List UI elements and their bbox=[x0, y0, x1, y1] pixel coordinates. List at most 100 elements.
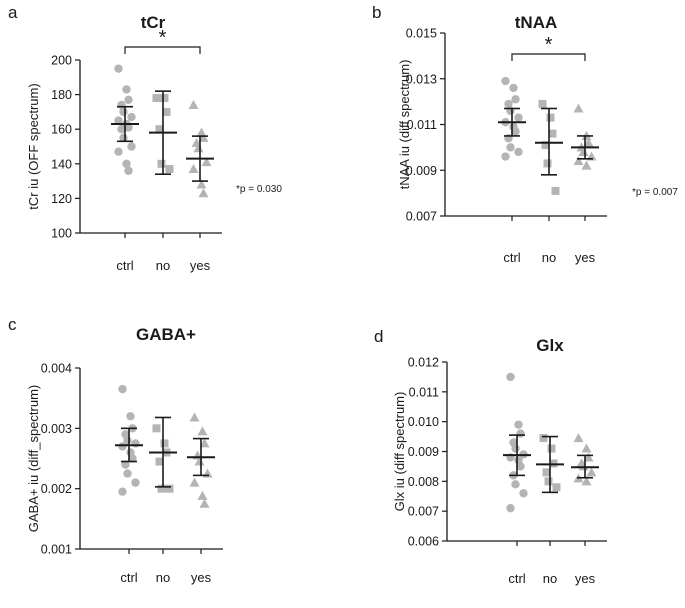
data-point-ctrl bbox=[118, 487, 127, 496]
data-point-no bbox=[162, 107, 171, 116]
data-point-yes bbox=[194, 456, 205, 466]
y-tick-label: 0.011 bbox=[407, 118, 437, 132]
panel-a: a tCr tCr iu (OFF spectrum) 100 120 140 160 180… bbox=[8, 3, 282, 273]
y-tick-label: 0.010 bbox=[408, 415, 439, 429]
panel-letter: c bbox=[8, 315, 17, 334]
data-point-no bbox=[547, 444, 556, 453]
data-point-ctrl bbox=[117, 125, 126, 134]
data-point-ctrl bbox=[509, 83, 518, 93]
data-point-ctrl bbox=[506, 503, 515, 513]
p-value-annotation: *p = 0.030 bbox=[236, 184, 282, 195]
y-tick-label: 180 bbox=[51, 88, 72, 102]
significance-bracket bbox=[124, 46, 201, 54]
data-point-no bbox=[544, 477, 553, 486]
data-point-ctrl bbox=[511, 127, 520, 136]
data-point-ctrl bbox=[118, 442, 127, 451]
data-point-no bbox=[539, 434, 548, 443]
y-axis-label: tCr iu (OFF spectrum) bbox=[26, 83, 41, 209]
data-point-ctrl bbox=[124, 95, 133, 104]
significance-bracket bbox=[511, 53, 586, 61]
chart-title: tNAA bbox=[515, 13, 558, 32]
data-point-ctrl bbox=[506, 143, 515, 152]
x-tick-label-ctrl: ctrl bbox=[508, 571, 525, 586]
panel-letter: d bbox=[374, 327, 383, 346]
x-tick-label-no: no bbox=[156, 258, 170, 273]
data-point-ctrl bbox=[501, 152, 510, 161]
data-point-ctrl bbox=[122, 85, 131, 94]
data-point-ctrl bbox=[114, 64, 123, 73]
data-point-yes bbox=[573, 156, 584, 166]
y-tick-label: 0.009 bbox=[408, 445, 439, 459]
y-tick-label: 0.007 bbox=[408, 505, 439, 519]
data-point-ctrl bbox=[124, 123, 133, 132]
y-tick-label: 200 bbox=[51, 54, 72, 68]
data-point-yes bbox=[202, 468, 213, 478]
data-point-ctrl bbox=[501, 76, 510, 86]
data-point-no bbox=[552, 483, 561, 492]
chart-title: tCr bbox=[141, 13, 166, 32]
y-tick-label: 120 bbox=[51, 192, 72, 206]
y-tick-label: 0.006 bbox=[408, 535, 439, 549]
y-axis-label: Glx iu (diff spectrum) bbox=[392, 392, 407, 512]
data-point-yes bbox=[583, 137, 594, 147]
x-tick-label-no: no bbox=[543, 571, 557, 586]
x-tick-label-no: no bbox=[542, 250, 556, 265]
data-point-yes bbox=[188, 99, 199, 109]
data-point-no bbox=[152, 94, 161, 103]
data-point-ctrl bbox=[126, 412, 135, 421]
y-tick-label: 0.013 bbox=[406, 72, 437, 86]
y-axis-label: tNAA iu (diff spectrum) bbox=[397, 60, 412, 190]
data-point-ctrl bbox=[511, 95, 520, 104]
y-tick-label: 160 bbox=[51, 123, 72, 137]
panel-letter: a bbox=[8, 3, 18, 22]
data-point-yes bbox=[196, 179, 207, 189]
data-point-ctrl bbox=[511, 444, 520, 453]
data-point-yes bbox=[573, 103, 584, 113]
x-tick-label-ctrl: ctrl bbox=[503, 250, 520, 265]
x-tick-label-ctrl: ctrl bbox=[116, 258, 133, 273]
data-point-ctrl bbox=[514, 420, 523, 429]
data-point-ctrl bbox=[127, 112, 136, 122]
data-point-ctrl bbox=[131, 439, 140, 448]
panel-b: b tNAA tNAA iu (diff spectrum) 0.007 0.009 0.… bbox=[372, 3, 678, 265]
data-point-yes bbox=[578, 146, 589, 156]
data-point-ctrl bbox=[504, 99, 513, 109]
data-point-yes bbox=[197, 490, 208, 500]
data-point-ctrl bbox=[506, 372, 515, 382]
significance-star: * bbox=[159, 27, 167, 49]
y-tick-label: 0.007 bbox=[406, 210, 437, 224]
data-point-ctrl bbox=[128, 454, 137, 463]
data-point-ctrl bbox=[114, 147, 123, 156]
x-tick-label-yes: yes bbox=[190, 258, 211, 273]
data-point-ctrl bbox=[127, 142, 136, 151]
y-tick-label: 100 bbox=[51, 227, 72, 241]
data-point-yes bbox=[583, 452, 594, 462]
data-point-no bbox=[548, 129, 557, 138]
data-point-ctrl bbox=[119, 107, 128, 117]
data-point-no bbox=[546, 113, 555, 122]
data-point-yes bbox=[198, 132, 209, 142]
panel-letter: b bbox=[372, 3, 381, 22]
data-point-yes bbox=[201, 157, 212, 167]
data-point-yes bbox=[199, 498, 210, 508]
y-tick-label: 0.003 bbox=[41, 422, 72, 436]
y-tick-label: 0.002 bbox=[41, 482, 72, 496]
data-point-yes bbox=[189, 477, 200, 487]
data-point-yes bbox=[581, 160, 592, 170]
data-point-ctrl bbox=[514, 147, 523, 157]
data-point-yes bbox=[189, 412, 200, 422]
y-tick-label: 0.011 bbox=[409, 385, 439, 399]
data-point-yes bbox=[197, 426, 208, 436]
chart-title: Glx bbox=[536, 336, 564, 355]
y-tick-label: 0.008 bbox=[408, 475, 439, 489]
data-point-ctrl bbox=[131, 478, 140, 487]
data-point-ctrl bbox=[121, 460, 130, 469]
data-point-yes bbox=[196, 127, 207, 137]
data-point-yes bbox=[188, 163, 199, 173]
data-point-yes bbox=[198, 188, 209, 198]
x-tick-label-ctrl: ctrl bbox=[120, 570, 137, 585]
y-tick-label: 0.009 bbox=[406, 164, 437, 178]
data-point-no bbox=[160, 94, 169, 103]
x-tick-label-yes: yes bbox=[575, 250, 596, 265]
data-point-no bbox=[165, 164, 174, 173]
